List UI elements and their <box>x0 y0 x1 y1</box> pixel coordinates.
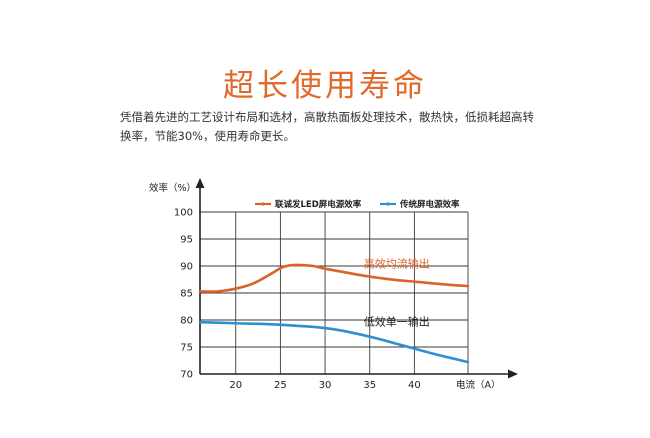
x-tick-label: 40 <box>408 380 421 391</box>
y-tick-label: 95 <box>180 235 193 246</box>
series-line-lcf-efficiency <box>198 263 470 293</box>
legend-marker <box>386 202 390 206</box>
y-tick-label: 100 <box>174 208 193 219</box>
x-tick-label: 25 <box>274 380 287 391</box>
legend-label: 联诚发LED屏电源效率 <box>275 199 362 210</box>
chart-legend: 联诚发LED屏电源效率 传统屏电源效率 <box>255 199 460 210</box>
legend-marker <box>261 202 265 206</box>
y-tick-label: 70 <box>180 370 193 381</box>
chart-axes <box>195 178 518 379</box>
series-line-traditional-efficiency <box>198 320 470 364</box>
y-tick-label: 85 <box>180 289 193 300</box>
y-tick-label: 90 <box>180 262 193 273</box>
y-axis-title: 效率（%） <box>149 182 196 194</box>
page-title: 超长使用寿命 <box>223 68 427 104</box>
x-tick-label: 20 <box>229 380 242 391</box>
y-tick-label: 80 <box>180 316 193 327</box>
chart-series <box>198 263 470 364</box>
page-description: 凭借着先进的工艺设计布局和选材，高散热面板处理技术，散热快，低损耗超高转换率，节… <box>120 110 534 143</box>
legend-label: 传统屏电源效率 <box>399 199 460 210</box>
annotation-low-efficiency: 低效单一输出 <box>364 315 430 329</box>
x-tick-label: 35 <box>363 380 376 391</box>
x-axis-arrow-icon <box>508 369 518 379</box>
x-axis-title: 电流（A） <box>456 379 501 391</box>
annotation-high-efficiency: 高效均流输出 <box>364 256 430 270</box>
tick-labels: 70 75 80 85 90 95 100 20 25 30 35 40 <box>174 208 421 392</box>
y-tick-label: 75 <box>180 343 193 354</box>
chart-grid <box>200 211 469 374</box>
y-axis-arrow-icon <box>195 178 205 188</box>
x-tick-label: 30 <box>319 380 332 391</box>
